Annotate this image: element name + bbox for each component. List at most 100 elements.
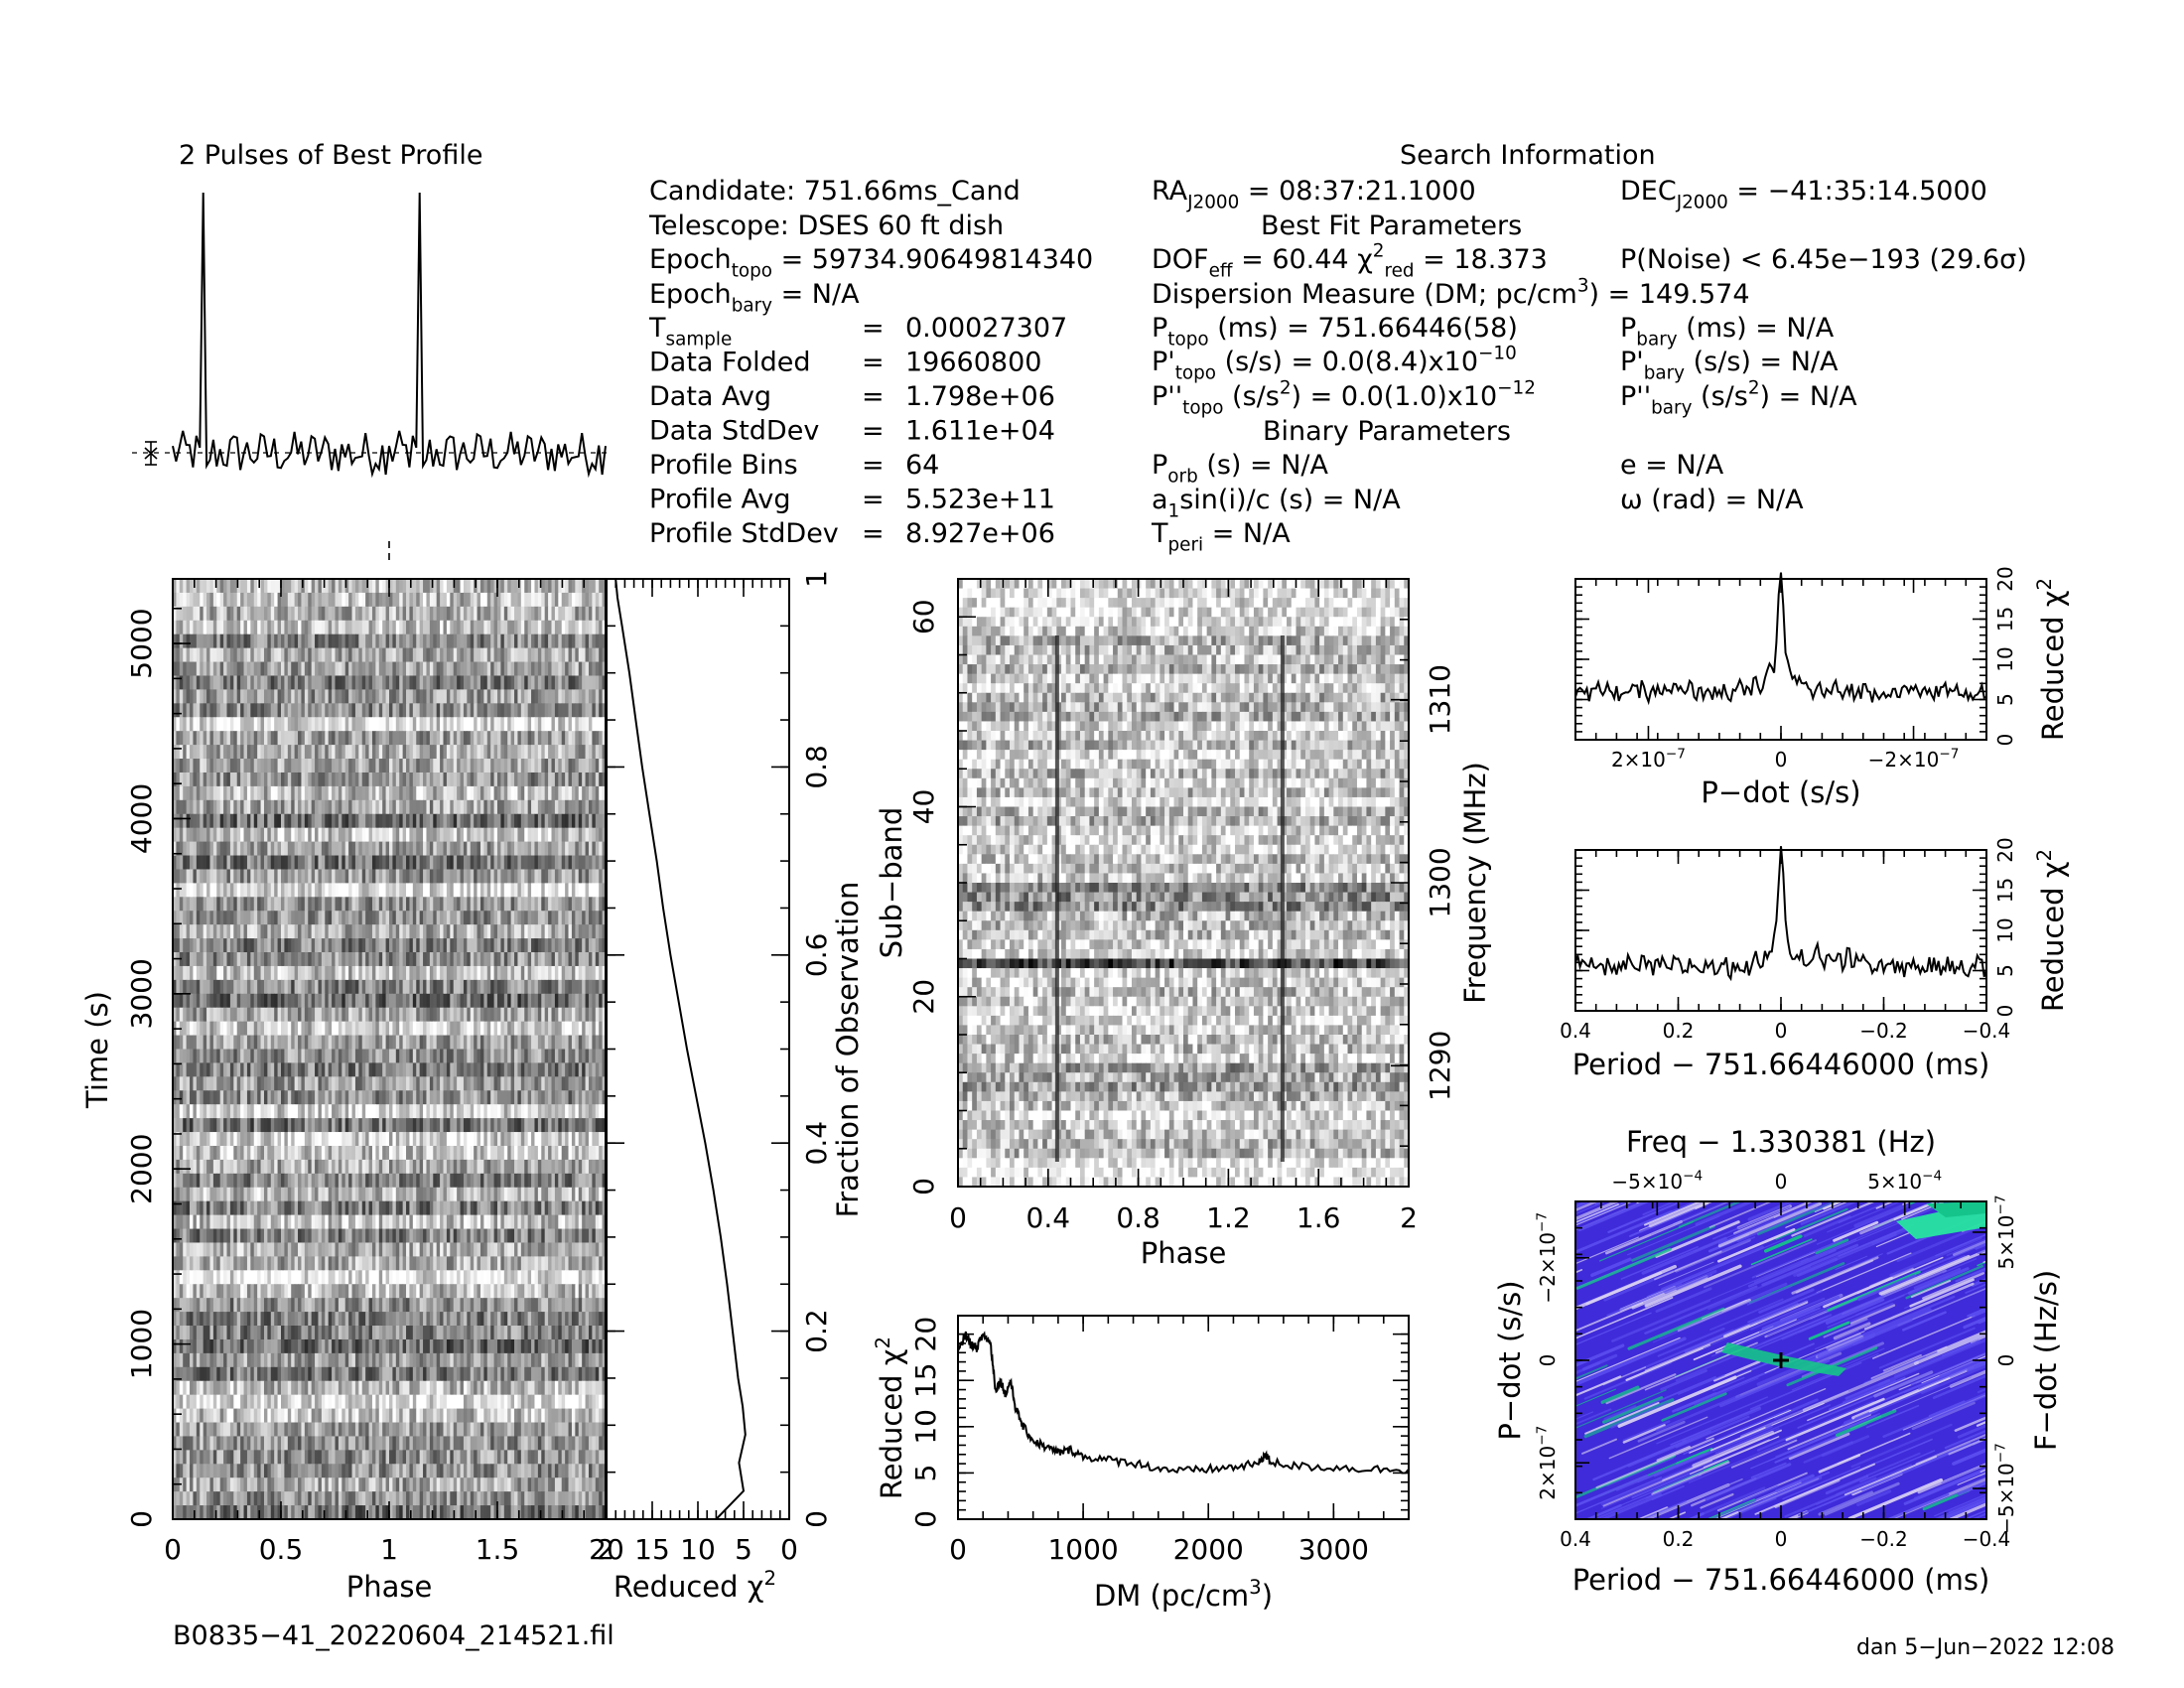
info-row-equals: =: [862, 485, 885, 515]
tick-label: 2×10−7​: [1611, 747, 1686, 772]
info-row-value: 19660800: [905, 348, 1041, 378]
pdot-period-xlabel: Period − 751.66446000 (ms): [1572, 1563, 1990, 1597]
pd-bary-text: P'bary (s/s) = N/A: [1620, 347, 1839, 384]
frequency-ylabel: Frequency (MHz): [1458, 762, 1492, 1004]
tick-label: 2×10−7​: [1535, 1426, 1560, 1500]
tick-label: 1310: [1424, 664, 1456, 735]
ecc-text: e = N/A: [1620, 450, 1724, 481]
tick-label: 2000: [125, 1134, 158, 1204]
info-row-equals: =: [862, 381, 885, 412]
info-row-label: Data Folded: [649, 348, 811, 378]
tick-label: 0.4: [1560, 1527, 1591, 1551]
tick-label: 0.4: [1560, 1019, 1591, 1043]
info-row-value: 1.611e+04: [905, 416, 1055, 447]
tick-label: 10: [1993, 646, 2017, 671]
search-info-rows: Tsample​ = 0.00027307 Data Folded = 19660800 D…: [648, 313, 1067, 549]
tick-label: 5: [909, 1464, 942, 1481]
noise-text: P(Noise) < 6.45e−193 (29.6σ): [1620, 244, 2027, 275]
p-bary-text: Pbary (ms) = N/A: [1620, 313, 1835, 351]
tick-label: −0.2: [1859, 1019, 1908, 1043]
tick-label: 20: [909, 1317, 942, 1352]
tick-label: −0.4: [1963, 1019, 2011, 1043]
time-phase-heatmap: [173, 579, 607, 1520]
tick-label: 2: [1400, 1201, 1418, 1234]
pdot-period-y2label: F−dot (Hz/s): [2029, 1270, 2063, 1451]
epoch-topo-text: Epochtopo = 59734.90649814340: [649, 244, 1093, 282]
tick-label: 20: [907, 979, 940, 1015]
candidate-text: Candidate: 751.66ms_Cand: [649, 176, 1021, 207]
chi2-pdot-plot: 2×10−7​ 0 −2×10−7​ 0 5 10 15 20 P−dot (s/s) Red…: [1574, 566, 2070, 809]
tick-label: 0.4: [800, 1121, 833, 1166]
tick-label: 0: [1775, 748, 1788, 772]
profile-curve: [172, 192, 607, 479]
info-row-value: 8.927e+06: [905, 518, 1055, 549]
best-fit-title: Best Fit Parameters: [1261, 211, 1522, 241]
tick-label: 15: [1993, 878, 2017, 903]
chi2-dm-ticks: 0 1000 2000 3000 0 5 10 15 20: [909, 1316, 1410, 1566]
tick-label: 1: [380, 1533, 398, 1566]
tick-label: 1.6: [1297, 1201, 1341, 1234]
time-phase-ylabel: Time (s): [80, 991, 114, 1109]
tick-label: 5: [735, 1533, 752, 1566]
tick-label: −5×10−7​: [1993, 1443, 2018, 1534]
pdot-period-ylabel: P−dot (s/s): [1493, 1280, 1527, 1440]
info-row-equals: =: [862, 313, 885, 344]
chi2-fraction-frame: [606, 578, 790, 1520]
tick-label: 15: [634, 1533, 670, 1566]
tick-label: 1.5: [476, 1533, 520, 1566]
tick-label: 0: [780, 1533, 798, 1566]
tick-label: 0.2: [1663, 1527, 1695, 1551]
tick-label: 4000: [125, 783, 158, 854]
tick-label: 3000: [1298, 1533, 1369, 1566]
chi2-period-ylabel: Reduced χ2​: [2033, 849, 2070, 1012]
chi2-fraction-ylabel: Fraction of Observation: [831, 882, 865, 1218]
tick-label: 5000: [125, 608, 158, 678]
chi2-pdot-xlabel: P−dot (s/s): [1701, 775, 1860, 809]
chi2-dm-ylabel: Reduced χ2​: [872, 1336, 908, 1499]
time-phase-xlabel: Phase: [346, 1570, 433, 1604]
chi2-period-xlabel: Period − 751.66446000 (ms): [1572, 1048, 1990, 1081]
pulse-streak: [1280, 635, 1285, 1162]
tick-label: 0.8: [800, 745, 833, 789]
subband-ylabel: Sub−band: [875, 807, 908, 958]
chi2-fraction-xlabel: Reduced χ2​: [614, 1567, 776, 1604]
info-row-label: Data StdDev: [649, 416, 819, 447]
tick-label: 0: [800, 1510, 833, 1528]
dm-text: Dispersion Measure (DM; pc/cm3) = 149.57…: [1152, 276, 1750, 310]
tick-label: 0: [909, 1510, 942, 1528]
pdot-period-title: Freq − 1.330381 (Hz): [1626, 1125, 1936, 1159]
tick-label: 0: [1993, 734, 2017, 747]
p-orb-text: Porb (s) = N/A: [1152, 450, 1329, 488]
tick-label: 0: [1775, 1527, 1788, 1551]
filename-text: B0835−41_20220604_214521.fil: [173, 1620, 614, 1651]
chi2-period-curve: [1574, 846, 1987, 982]
chi2-period-frame: [1574, 849, 1987, 1012]
a1-text: a1sin(i)/c (s) = N/A: [1152, 485, 1401, 522]
tick-label: 0: [949, 1533, 967, 1566]
tick-label: 3000: [125, 958, 158, 1029]
tick-label: 0: [1994, 1354, 2018, 1367]
info-row-value: 1.798e+06: [905, 381, 1055, 412]
chi2-fraction-ticks: 20 15 10 5 000.20.40.60.81: [589, 570, 833, 1566]
info-row-equals: =: [862, 518, 885, 549]
tick-label: 20: [589, 1533, 624, 1566]
tick-label: 5×10−7​: [1993, 1195, 2018, 1269]
tick-label: 0.6: [800, 933, 833, 978]
chi2-dm-xlabel: DM (pc/cm3): [1094, 1576, 1273, 1613]
tick-label: −0.2: [1859, 1527, 1908, 1551]
tick-label: 2000: [1173, 1533, 1244, 1566]
tick-label: 2: [597, 1533, 614, 1566]
pdot-period-plot: Freq − 1.330381 (Hz) 0.4 0.2 0 −0.2 −0.4−5×1…: [1493, 1125, 2063, 1597]
tick-label: 1000: [125, 1309, 158, 1379]
tick-label: 0.5: [259, 1533, 304, 1566]
info-row-label: Profile StdDev: [649, 518, 839, 549]
tick-label: 40: [907, 789, 940, 825]
tick-label: 15: [909, 1362, 942, 1398]
tick-label: 0: [1775, 1170, 1788, 1194]
tick-label: 0: [125, 1510, 158, 1528]
info-row-value: 0.00027307: [905, 313, 1067, 344]
tick-label: 0.2: [800, 1309, 833, 1353]
chi2-pdot-ylabel: Reduced χ2​: [2033, 578, 2070, 741]
